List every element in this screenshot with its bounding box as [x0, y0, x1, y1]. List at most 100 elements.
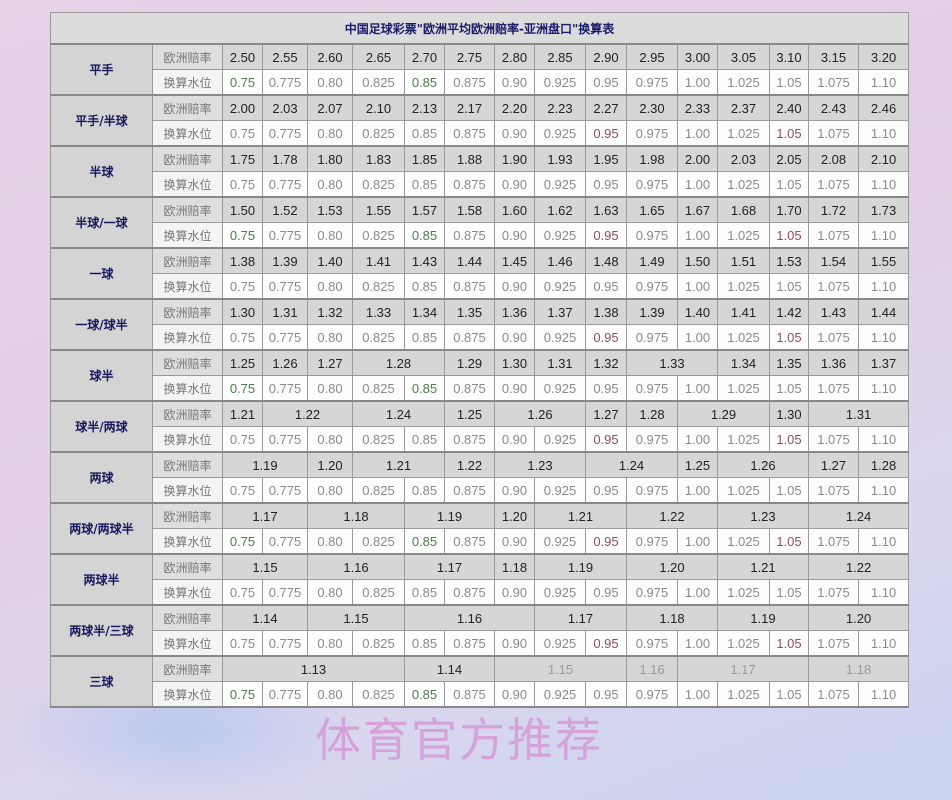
water-level-cell: 1.025 [717, 630, 770, 657]
european-odds-cell: 1.42 [769, 298, 809, 325]
european-odds-cell: 1.21 [534, 502, 627, 529]
water-row: 换算水位 0.75 0.775 0.80 0.825 0.85 0.875 0.90 0.925… [51, 681, 910, 708]
european-odds-cell: 1.15 [307, 604, 405, 631]
water-level-cell: 0.90 [494, 426, 535, 453]
water-level-cell: 0.975 [626, 375, 678, 402]
water-level-cell: 1.00 [677, 324, 718, 351]
european-odds-cell: 1.28 [626, 400, 678, 427]
water-level-cell: 1.075 [808, 69, 859, 96]
european-odds-cell: 1.25 [444, 400, 495, 427]
water-level-cell: 0.95 [585, 273, 627, 300]
water-level-cell: 1.05 [769, 69, 809, 96]
water-level-cell: 1.10 [857, 630, 910, 657]
water-level-cell: 0.975 [626, 120, 678, 147]
water-level-cell: 0.95 [585, 528, 627, 555]
european-odds-cell: 1.51 [717, 247, 770, 274]
european-odds-cell: 1.44 [857, 298, 910, 325]
odds-row-label: 欧洲赔率 [152, 451, 223, 478]
odds-row: 两球/两球半 欧洲赔率 1.17 1.18 1.19 1.20 1.21 1.22 1.23 1.… [50, 502, 910, 555]
handicap-label: 一球/球半 [50, 298, 153, 351]
european-odds-cell: 1.17 [222, 502, 308, 529]
european-odds-cell: 1.62 [534, 196, 586, 223]
water-level-cell: 0.975 [626, 630, 678, 657]
water-level-cell: 0.90 [494, 528, 535, 555]
european-odds-cell: 1.29 [444, 349, 495, 376]
european-odds-cell: 1.31 [534, 349, 586, 376]
odds-row-label: 欧洲赔率 [152, 298, 223, 325]
water-level-cell: 1.075 [808, 477, 859, 504]
handicap-label: 两球半 [50, 553, 153, 606]
european-odds-cell: 1.95 [585, 145, 627, 172]
water-level-cell: 0.925 [534, 273, 586, 300]
european-odds-cell: 2.10 [857, 145, 910, 172]
water-row: 换算水位 0.75 0.775 0.80 0.825 0.85 0.875 0.90 0.925… [51, 69, 910, 96]
water-level-cell: 0.825 [352, 324, 405, 351]
water-row-label: 换算水位 [152, 222, 223, 249]
water-level-cell: 1.025 [717, 273, 770, 300]
water-level-cell: 1.05 [769, 579, 809, 606]
european-odds-cell: 1.34 [717, 349, 770, 376]
water-level-cell: 0.975 [626, 69, 678, 96]
water-level-cell: 0.775 [262, 69, 308, 96]
european-odds-cell: 1.48 [585, 247, 627, 274]
water-level-cell: 0.80 [307, 681, 353, 708]
european-odds-cell: 3.10 [769, 43, 809, 70]
water-level-cell: 1.05 [769, 681, 809, 708]
water-level-cell: 0.875 [444, 222, 495, 249]
water-row-label: 换算水位 [152, 477, 223, 504]
water-level-cell: 1.075 [808, 171, 859, 198]
water-level-cell: 0.925 [534, 528, 586, 555]
water-row: 换算水位 0.75 0.775 0.80 0.825 0.85 0.875 0.90 0.925… [51, 171, 910, 198]
odds-row-label: 欧洲赔率 [152, 655, 223, 682]
european-odds-cell: 3.05 [717, 43, 770, 70]
european-odds-cell: 1.70 [769, 196, 809, 223]
european-odds-cell: 1.35 [769, 349, 809, 376]
european-odds-cell: 1.28 [352, 349, 445, 376]
odds-row: 球半/两球 欧洲赔率 1.21 1.22 1.24 1.25 1.26 1.27 1.28 1.2… [50, 400, 910, 453]
odds-row: 半球/一球 欧洲赔率 1.50 1.52 1.53 1.55 1.57 1.58 1.60 1.6… [50, 196, 910, 249]
water-level-cell: 1.10 [857, 426, 910, 453]
european-odds-cell: 1.20 [807, 604, 910, 631]
water-level-cell: 0.75 [222, 579, 263, 606]
water-level-cell: 1.075 [808, 375, 859, 402]
water-level-cell: 1.05 [769, 120, 809, 147]
european-odds-cell: 1.23 [494, 451, 586, 478]
water-row: 换算水位 0.75 0.775 0.80 0.825 0.85 0.875 0.90 0.925… [51, 528, 910, 555]
european-odds-cell: 2.17 [444, 94, 495, 121]
water-level-cell: 0.875 [444, 273, 495, 300]
water-level-cell: 0.85 [404, 120, 445, 147]
european-odds-cell: 1.55 [352, 196, 405, 223]
water-level-cell: 0.925 [534, 477, 586, 504]
handicap-label: 平手/半球 [50, 94, 153, 147]
water-level-cell: 1.075 [808, 630, 859, 657]
water-level-cell: 0.775 [262, 681, 308, 708]
handicap-label: 三球 [50, 655, 153, 708]
european-odds-cell: 1.65 [626, 196, 678, 223]
european-odds-cell: 3.00 [677, 43, 718, 70]
water-level-cell: 0.825 [352, 477, 405, 504]
european-odds-cell: 1.53 [769, 247, 809, 274]
european-odds-cell: 1.50 [222, 196, 263, 223]
water-level-cell: 1.10 [857, 120, 910, 147]
water-level-cell: 0.975 [626, 477, 678, 504]
water-level-cell: 1.10 [857, 273, 910, 300]
european-odds-cell: 2.65 [352, 43, 405, 70]
european-odds-cell: 1.17 [677, 655, 809, 682]
water-level-cell: 0.775 [262, 426, 308, 453]
water-level-cell: 0.775 [262, 375, 308, 402]
european-odds-cell: 1.16 [404, 604, 535, 631]
water-level-cell: 0.775 [262, 630, 308, 657]
water-level-cell: 0.775 [262, 324, 308, 351]
odds-row: 两球半/三球 欧洲赔率 1.14 1.15 1.16 1.17 1.18 1.19 1.20 [50, 604, 910, 657]
water-level-cell: 0.95 [585, 477, 627, 504]
water-level-cell: 1.025 [717, 120, 770, 147]
water-row-label: 换算水位 [152, 426, 223, 453]
european-odds-cell: 1.25 [222, 349, 263, 376]
water-row: 换算水位 0.75 0.775 0.80 0.825 0.85 0.875 0.90 0.925… [51, 120, 910, 147]
odds-row: 平手/半球 欧洲赔率 2.00 2.03 2.07 2.10 2.13 2.17 2.20 2.2… [50, 94, 910, 147]
water-level-cell: 1.10 [857, 324, 910, 351]
water-level-cell: 0.85 [404, 426, 445, 453]
water-level-cell: 0.80 [307, 69, 353, 96]
odds-conversion-table: 中国足球彩票"欧洲平均欧洲赔率-亚洲盘口"换算表 平手 欧洲赔率 2.50 2.55 2… [49, 12, 910, 708]
european-odds-cell: 3.20 [857, 43, 910, 70]
